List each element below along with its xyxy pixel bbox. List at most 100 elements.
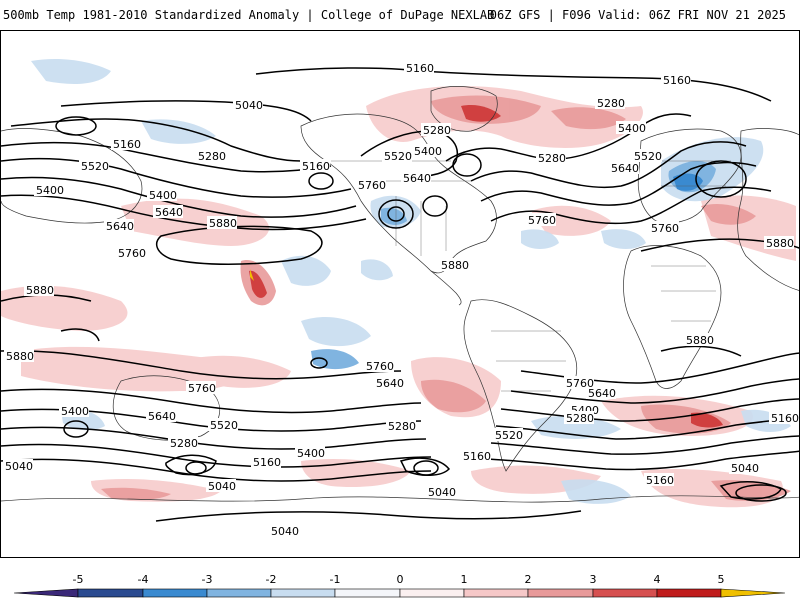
contour-label: 5640 (376, 377, 404, 390)
colorbar-tick-labels: -5 -4 -3 -2 -1 0 1 2 3 4 5 (73, 573, 725, 586)
contour-label: 5760 (366, 360, 394, 373)
colorbar-swatch (720, 588, 786, 598)
colorbar-swatch (334, 588, 401, 598)
contour-label: 5760 (651, 222, 679, 235)
antarctica-outline (1, 495, 799, 503)
contour-label: 5880 (686, 334, 714, 347)
colorbar-tick: -2 (266, 573, 277, 586)
contour-label: 5880 (766, 237, 794, 250)
contour-label: 5760 (358, 179, 386, 192)
colorbar-swatch (592, 588, 658, 598)
colorbar-swatch (13, 588, 79, 598)
contour-label: 5520 (81, 160, 109, 173)
colorbar-swatches (13, 588, 786, 598)
peak-anomaly-marker (250, 269, 254, 281)
australia-outline (113, 375, 220, 441)
contour-label: 5040 (428, 486, 456, 499)
contour-label: 5760 (118, 247, 146, 260)
contour-label: 5520 (384, 150, 412, 163)
contour-label: 5640 (588, 387, 616, 400)
colorbar-tick: -5 (73, 573, 84, 586)
south-america-outline (463, 299, 578, 472)
colorbar-swatch (206, 588, 272, 598)
contour-5880-pacific (155, 225, 323, 265)
colorbar-tick: 2 (525, 573, 532, 586)
colorbar-tick: 3 (590, 573, 597, 586)
colorbar-tick: -4 (138, 573, 149, 586)
contour-label: 5640 (403, 172, 431, 185)
contour-label: 5280 (423, 124, 451, 137)
colorbar-swatch (656, 588, 722, 598)
contour-label: 5160 (771, 412, 799, 425)
contour-label: 5280 (388, 420, 416, 433)
colorbar-swatch (77, 588, 144, 598)
contour-label: 5760 (528, 214, 556, 227)
contour-label: 5160 (463, 450, 491, 463)
contour-label: 5040 (208, 480, 236, 493)
contour-label: 5400 (297, 447, 325, 460)
africa-outline (623, 245, 722, 389)
asia-outline (737, 128, 799, 291)
colorbar: -5 -4 -3 -2 -1 0 1 2 3 4 5 (0, 572, 800, 600)
contour-label: 5160 (253, 456, 281, 469)
contour-label: 5280 (170, 437, 198, 450)
contour-label: 5160 (646, 474, 674, 487)
map-panel[interactable]: 5160 5160 5040 5280 5280 5400 5520 5400 … (0, 30, 800, 558)
colorbar-tick: 0 (397, 573, 404, 586)
north-america-outline (300, 113, 497, 274)
contour-label: 5880 (6, 350, 34, 363)
extreme-warm-anomaly (249, 105, 723, 428)
contour-5040-north (60, 100, 312, 122)
header: 500mb Temp 1981-2010 Standardized Anomal… (0, 0, 800, 30)
contour-label: 5880 (441, 259, 469, 272)
contour-labels: 5160 5160 5040 5280 5280 5400 5520 5400 … (3, 61, 799, 538)
asia-west-edge-outline (1, 128, 143, 224)
colorbar-swatch (142, 588, 208, 598)
colorbar-swatch (463, 588, 529, 598)
contour-label: 5040 (235, 99, 263, 112)
warm-anomaly-shading (1, 86, 796, 508)
colorbar-swatch (527, 588, 594, 598)
height-contours (1, 67, 799, 522)
contour-label: 5400 (414, 145, 442, 158)
contour-label: 5400 (618, 122, 646, 135)
contour-label: 5640 (155, 206, 183, 219)
colorbar-swatch (399, 588, 465, 598)
contour-label: 5760 (566, 377, 594, 390)
contour-label: 5400 (61, 405, 89, 418)
colorbar-tick: 4 (654, 573, 661, 586)
central-america-outline (430, 270, 462, 306)
contour-label: 5640 (148, 410, 176, 423)
contour-label: 5400 (149, 189, 177, 202)
contour-label: 5880 (209, 217, 237, 230)
colorbar-swatch (270, 588, 336, 598)
contour-label: 5640 (611, 162, 639, 175)
contour-label: 5520 (495, 429, 523, 442)
contour-label: 5880 (26, 284, 54, 297)
europe-outline (637, 128, 742, 224)
cutoff-lows (55, 116, 787, 502)
contour-label: 5760 (188, 382, 216, 395)
contour-5160-north (255, 67, 772, 102)
contour-label: 5160 (302, 160, 330, 173)
colorbar-tick: -3 (202, 573, 213, 586)
contour-label: 5040 (731, 462, 759, 475)
contour-label: 5040 (5, 460, 33, 473)
contour-label: 5160 (113, 138, 141, 151)
contour-label: 5280 (538, 152, 566, 165)
contour-label: 5280 (566, 412, 594, 425)
colorbar-canvas: -5 -4 -3 -2 -1 0 1 2 3 4 5 (13, 573, 786, 598)
contour-label: 5160 (406, 62, 434, 75)
model-run-info: 06Z GFS | F096 Valid: 06Z FRI NOV 21 202… (489, 8, 786, 22)
map-title: 500mb Temp 1981-2010 Standardized Anomal… (3, 8, 495, 22)
contour-label: 5280 (198, 150, 226, 163)
colorbar-tick: 1 (461, 573, 468, 586)
contour-label: 5160 (663, 74, 691, 87)
map-canvas: 5160 5160 5040 5280 5280 5400 5520 5400 … (1, 59, 799, 538)
coastlines (1, 86, 799, 503)
contour-label: 5520 (210, 419, 238, 432)
colorbar-tick: -1 (330, 573, 341, 586)
contour-label: 5640 (106, 220, 134, 233)
colorbar-tick: 5 (718, 573, 725, 586)
contour-label: 5520 (634, 150, 662, 163)
